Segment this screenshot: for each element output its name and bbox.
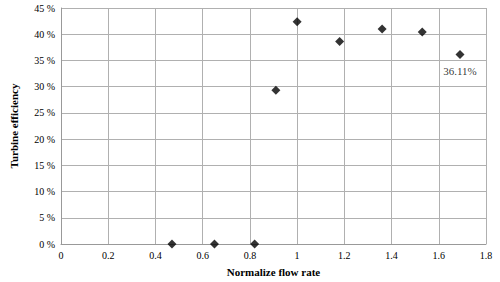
svg-text:1.8: 1.8 <box>480 250 493 261</box>
svg-text:30 %: 30 % <box>34 81 55 92</box>
svg-text:35 %: 35 % <box>34 55 55 66</box>
svg-text:0: 0 <box>59 250 64 261</box>
svg-text:1.4: 1.4 <box>385 250 398 261</box>
svg-text:0.6: 0.6 <box>196 250 209 261</box>
svg-text:0 %: 0 % <box>39 239 55 250</box>
svg-text:0.4: 0.4 <box>149 250 162 261</box>
svg-text:40 %: 40 % <box>34 29 55 40</box>
svg-text:1.6: 1.6 <box>433 250 446 261</box>
svg-text:Normalize flow rate: Normalize flow rate <box>227 266 321 278</box>
svg-text:36.11%: 36.11% <box>443 65 477 77</box>
svg-text:20 %: 20 % <box>34 134 55 145</box>
svg-text:0.8: 0.8 <box>244 250 257 261</box>
svg-text:1: 1 <box>295 250 300 261</box>
svg-text:10 %: 10 % <box>34 186 55 197</box>
svg-text:0.2: 0.2 <box>102 250 115 261</box>
svg-text:5 %: 5 % <box>39 212 55 223</box>
svg-text:45 %: 45 % <box>34 3 55 14</box>
svg-text:25 %: 25 % <box>34 107 55 118</box>
svg-text:15 %: 15 % <box>34 160 55 171</box>
svg-text:1.2: 1.2 <box>338 250 351 261</box>
svg-text:Turbine efficiency: Turbine efficiency <box>8 83 20 168</box>
